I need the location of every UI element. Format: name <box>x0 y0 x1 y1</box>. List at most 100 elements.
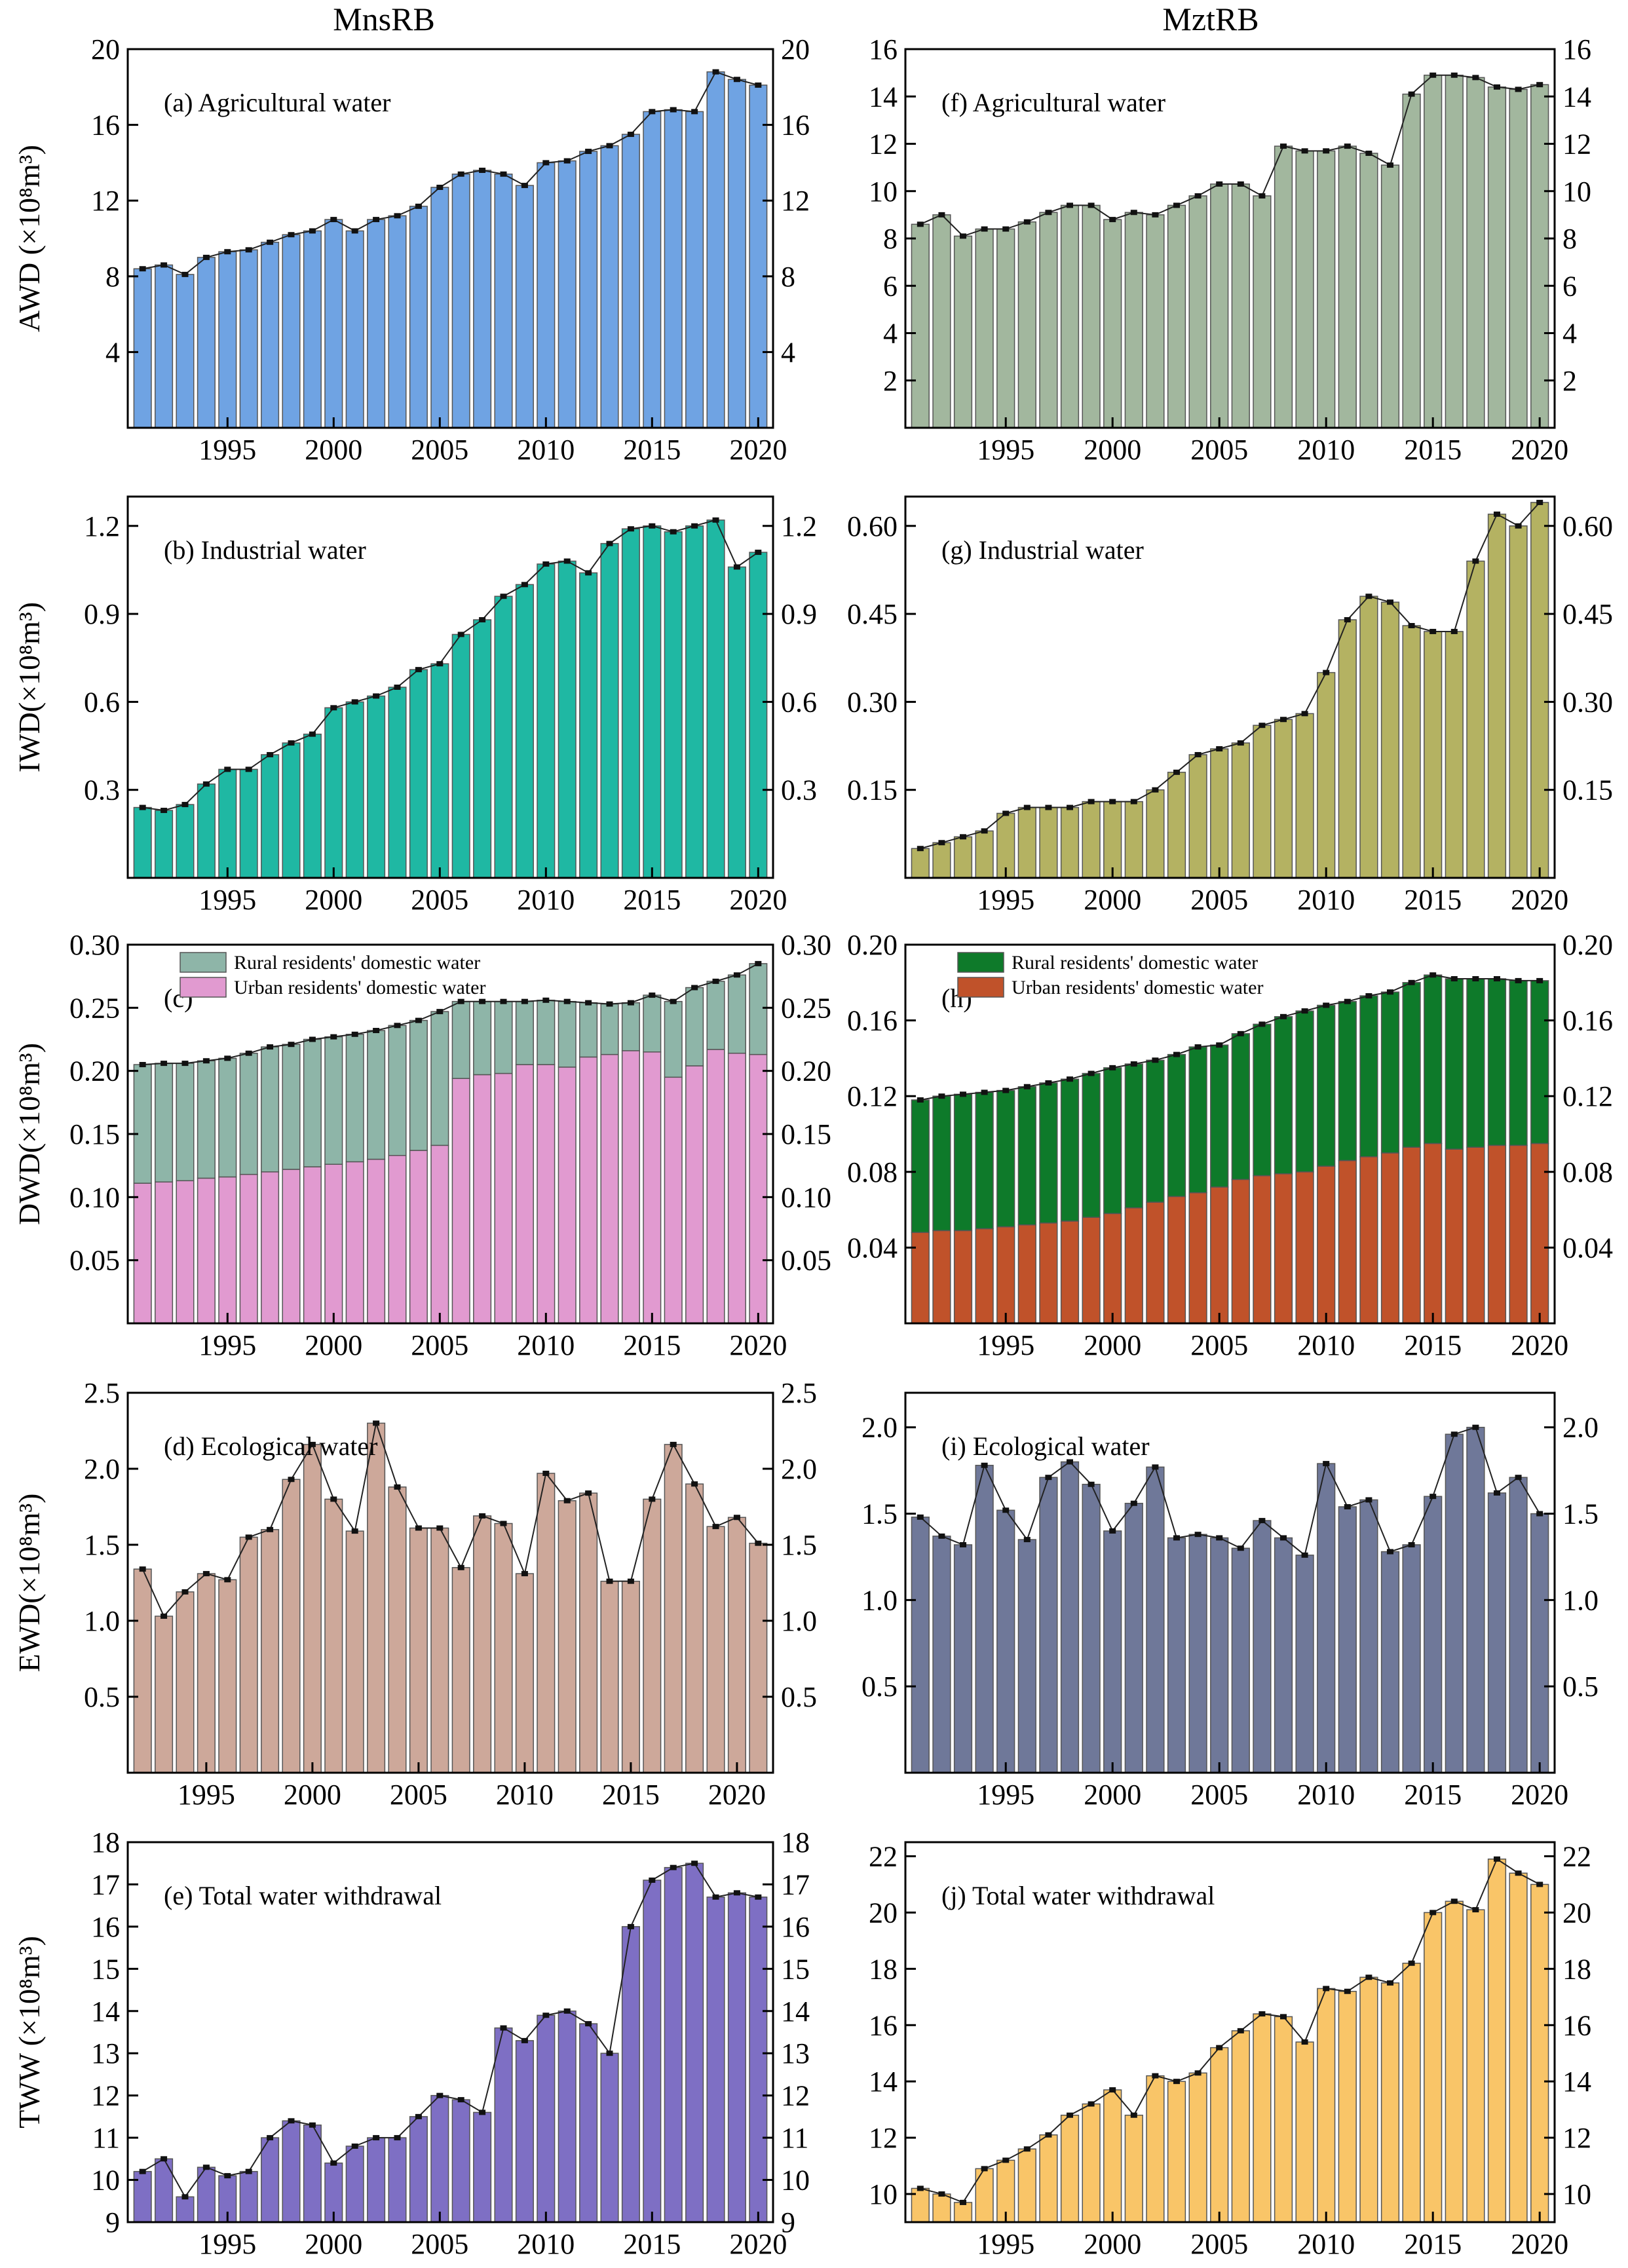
bar-j-16 <box>1253 2013 1272 2223</box>
bar-i-21 <box>1359 1499 1378 1773</box>
bar-h-s0-12 <box>1167 1196 1186 1324</box>
marker-b-15 <box>457 632 464 637</box>
ylabel-b: IWD(×10⁸m³) <box>12 602 46 772</box>
ytick-label-right-g-3: 0.60 <box>1562 510 1613 542</box>
ytick-label-left-b-0: 0.3 <box>84 774 120 806</box>
bar-b-11 <box>367 695 386 879</box>
bar-i-18 <box>1295 1555 1314 1773</box>
marker-e-20 <box>563 2008 571 2014</box>
bar-h-s0-27 <box>1487 1144 1507 1324</box>
xtick-label-i-0: 1995 <box>977 1779 1034 1811</box>
bar-c-s1-1 <box>155 1063 174 1182</box>
bar-h-s1-11 <box>1146 1059 1165 1203</box>
marker-j-8 <box>1088 2101 1095 2107</box>
xtick-label-h-0: 1995 <box>977 1329 1034 1361</box>
marker-f-2 <box>960 233 967 239</box>
plot-frame-b <box>126 495 774 879</box>
bar-h-s1-21 <box>1359 995 1378 1158</box>
ytick-label-right-c-5: 0.30 <box>781 929 831 961</box>
bar-i-28 <box>1509 1477 1528 1773</box>
bar-h-s1-7 <box>1060 1078 1080 1222</box>
ytick-label-left-h-1: 0.08 <box>847 1156 898 1188</box>
legend-swatch-h-0 <box>957 952 1004 973</box>
marker-e-27 <box>712 1894 719 1900</box>
bar-h-s0-26 <box>1466 1146 1485 1324</box>
ytick-label-right-h-3: 0.16 <box>1562 1005 1613 1037</box>
bar-j-7 <box>1060 2114 1080 2223</box>
bar-j-10 <box>1124 2114 1143 2223</box>
marker-f-11 <box>1152 212 1159 217</box>
xtick-label-f-5: 2020 <box>1511 434 1568 466</box>
marker-b-16 <box>479 617 486 623</box>
ylabel-e: TWW (×10⁸m³) <box>12 1936 46 2128</box>
ytick-label-left-e-0: 9 <box>105 2206 120 2239</box>
bar-g-25 <box>1445 631 1464 879</box>
ytick-label-left-e-7: 16 <box>91 1911 120 1943</box>
marker-c-3 <box>202 1058 210 1064</box>
marker-i-21 <box>1365 1497 1372 1503</box>
xtick-label-d-1: 2000 <box>284 1779 341 1811</box>
xtick-label-j-1: 2000 <box>1084 2228 1141 2260</box>
bar-d-19 <box>537 1473 556 1773</box>
bar-g-27 <box>1487 514 1507 879</box>
xtick-label-h-1: 2000 <box>1084 1329 1141 1361</box>
ytick-label-left-c-1: 0.10 <box>69 1181 120 1213</box>
marker-b-27 <box>712 517 719 523</box>
marker-c-9 <box>330 1034 337 1040</box>
xtick-label-j-2: 2005 <box>1190 2228 1248 2260</box>
bar-h-s0-23 <box>1402 1146 1421 1324</box>
xtick-label-b-1: 2000 <box>305 884 362 916</box>
ytick-label-left-g-3: 0.60 <box>847 510 898 542</box>
marker-c-10 <box>351 1031 358 1037</box>
xtick-label-g-1: 2000 <box>1084 884 1141 916</box>
ytick-label-right-i-0: 0.5 <box>1562 1671 1599 1703</box>
bar-h-s1-14 <box>1210 1044 1229 1188</box>
marker-e-21 <box>585 2021 592 2027</box>
bar-a-8 <box>303 230 322 428</box>
bar-j-1 <box>932 2193 951 2223</box>
marker-h-23 <box>1408 979 1415 985</box>
bar-a-22 <box>600 145 619 428</box>
ytick-label-right-b-0: 0.3 <box>781 774 817 806</box>
panel-d: 0.5 0.5 1.0 1.0 1.5 1.5 2.0 2.0 2.5 2.5 1995 2000 20… <box>12 1377 817 1811</box>
marker-h-8 <box>1088 1070 1095 1076</box>
ytick-label-left-d-1: 1.0 <box>84 1605 120 1637</box>
bar-d-11 <box>367 1422 386 1773</box>
marker-g-27 <box>1493 511 1500 517</box>
bar-h-s1-28 <box>1509 980 1528 1146</box>
bar-g-12 <box>1167 772 1186 879</box>
legend-label-h-0: Rural residents' domestic water <box>1012 952 1258 973</box>
bar-g-10 <box>1124 801 1143 879</box>
marker-i-12 <box>1173 1535 1181 1541</box>
bar-i-5 <box>1017 1539 1036 1773</box>
xtick-label-j-4: 2015 <box>1404 2228 1462 2260</box>
bar-h-s1-22 <box>1380 991 1400 1154</box>
bar-c-s1-24 <box>643 994 662 1053</box>
xtick-label-a-1: 2000 <box>305 434 362 466</box>
bar-a-18 <box>515 185 534 428</box>
bar-b-7 <box>282 742 301 879</box>
ytick-label-left-j-2: 14 <box>869 2066 898 2098</box>
bar-f-22 <box>1380 164 1400 428</box>
bar-i-7 <box>1060 1461 1080 1773</box>
bar-i-3 <box>975 1464 994 1773</box>
bar-e-19 <box>537 2014 556 2223</box>
ytick-label-left-a-3: 16 <box>91 109 120 142</box>
bar-c-s1-25 <box>664 1000 683 1078</box>
ytick-label-right-d-2: 1.5 <box>781 1529 817 1561</box>
bar-f-14 <box>1210 183 1229 428</box>
ytick-label-left-b-2: 0.9 <box>84 598 120 630</box>
ytick-label-right-j-1: 12 <box>1562 2122 1591 2154</box>
marker-d-24 <box>649 1496 656 1502</box>
ytick-label-right-j-3: 16 <box>1562 2009 1591 2041</box>
bar-c-s1-29 <box>749 963 768 1055</box>
bar-g-29 <box>1530 502 1549 879</box>
ytick-label-right-c-3: 0.20 <box>781 1055 831 1087</box>
bar-c-s0-26 <box>685 1065 704 1324</box>
marker-g-12 <box>1173 769 1181 775</box>
bar-a-13 <box>409 206 428 428</box>
bar-j-21 <box>1359 1976 1378 2223</box>
xtick-label-e-1: 2000 <box>305 2228 362 2260</box>
bar-a-29 <box>749 85 768 428</box>
bar-a-7 <box>282 234 301 428</box>
